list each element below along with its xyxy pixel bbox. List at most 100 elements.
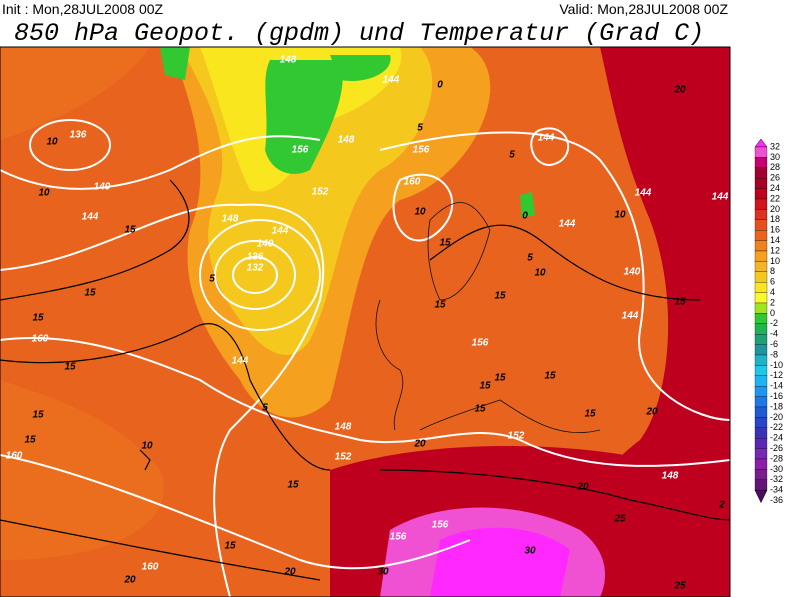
temperature-label: 10 [534,268,546,279]
temperature-label: 15 [24,435,36,446]
temperature-label: 15 [32,313,44,324]
field-green-n [330,55,391,81]
colorbar-swatch [754,178,768,189]
temperature-label: 15 [674,297,686,308]
colorbar-swatch [754,219,768,231]
colorbar-swatch [754,323,768,335]
temperature-label: 20 [673,85,686,96]
colorbar-swatch [754,313,768,324]
temperature-label: 2 [718,500,725,511]
colorbar-label: -22 [770,422,783,432]
colorbar-label: 6 [770,277,775,287]
colorbar-label: -16 [770,391,783,401]
field-bright-magenta [430,527,570,597]
geopotential-label: 144 [635,188,652,199]
colorbar-swatch [754,271,768,283]
temperature-label: 5 [209,274,215,285]
colorbar-label: -10 [770,360,783,370]
colorbar-label: 20 [770,204,780,214]
colorbar-swatch [754,230,768,241]
geopotential-label: 144 [232,356,249,367]
geopotential-label: 144 [82,212,99,223]
colorbar-label: 22 [770,193,780,203]
temperature-label: 10 [38,188,50,199]
temperature-label: 20 [645,407,658,418]
colorbar-swatch [754,417,768,428]
colorbar-swatch [754,240,768,252]
geopotential-label: 140 [624,267,641,278]
colorbar-label: -24 [770,433,783,443]
init-time: Init : Mon,28JUL2008 00Z [2,1,164,17]
colorbar-swatch [754,386,768,397]
colorbar-swatch [754,406,768,418]
geopotential-label: 140 [94,182,111,193]
geopotential-label: 140 [257,239,274,250]
colorbar-swatch [754,396,768,408]
temperature-label: 20 [413,439,426,450]
temperature-label: 15 [479,381,491,392]
geopotential-label: 148 [280,55,297,66]
temperature-label: 5 [527,253,533,264]
geopotential-label: 160 [404,177,421,188]
temperature-label: 15 [434,300,446,311]
colorbar-swatch [754,198,768,210]
geopotential-label: 144 [538,133,555,144]
colorbar-label: -30 [770,464,783,474]
geopotential-label: 144 [383,75,400,86]
temperature-label: 15 [544,371,556,382]
colorbar-label: -8 [770,349,778,359]
colorbar-swatch [754,375,768,387]
temperature-label: 15 [287,480,299,491]
colorbar-label: 4 [770,287,775,297]
geopotential-label: 148 [222,214,239,225]
colorbar-label: 2 [770,297,775,307]
colorbar-swatch [754,302,768,314]
temperature-label: 15 [494,291,506,302]
colorbar-swatch [754,188,768,200]
temperature-label: 15 [124,225,136,236]
temperature-label: 15 [64,362,76,373]
field-green-w [160,47,190,80]
geopotential-label: 160 [32,334,49,345]
colorbar-label: 10 [770,256,780,266]
colorbar: 32302826242220181614121086420-2-4-6-8-10… [754,138,783,505]
colorbar-label: -18 [770,401,783,411]
colorbar-label: 18 [770,214,780,224]
geopotential-label: 144 [559,219,576,230]
colorbar-label: 0 [770,308,775,318]
temperature-label: 15 [494,373,506,384]
temperature-label: 15 [84,288,96,299]
colorbar-label: -32 [770,474,783,484]
field-dark-red-e [560,47,730,597]
geopotential-label: 136 [247,252,264,263]
colorbar-label: 8 [770,266,775,276]
temperature-label: 15 [224,541,236,552]
temperature-label: 0 [437,80,443,91]
colorbar-label: 24 [770,183,780,193]
geopotential-label: 152 [335,452,352,463]
colorbar-swatch [754,344,768,356]
colorbar-label: 32 [770,141,780,151]
field-nw [0,47,150,140]
colorbar-label: -36 [770,495,783,505]
colorbar-label: -12 [770,370,783,380]
colorbar-swatch [754,448,768,460]
field-green-e [520,192,535,218]
colorbar-label: -20 [770,412,783,422]
geopotential-label: 156 [292,145,309,156]
temperature-label: 15 [474,404,486,415]
colorbar-swatch [754,157,768,168]
geopotential-label: 144 [622,311,639,322]
colorbar-swatch [754,261,768,272]
temperature-label: 20 [283,567,296,578]
temperature-label: 15 [32,410,44,421]
geopotential-label: 156 [390,532,407,543]
colorbar-swatch [754,209,768,220]
colorbar-swatch [754,146,768,158]
geopotential-label: 148 [662,471,679,482]
temperature-label: 15 [439,238,451,249]
map-field [0,46,731,597]
temperature-label: 0 [522,211,528,222]
temperature-label: 20 [123,575,136,586]
